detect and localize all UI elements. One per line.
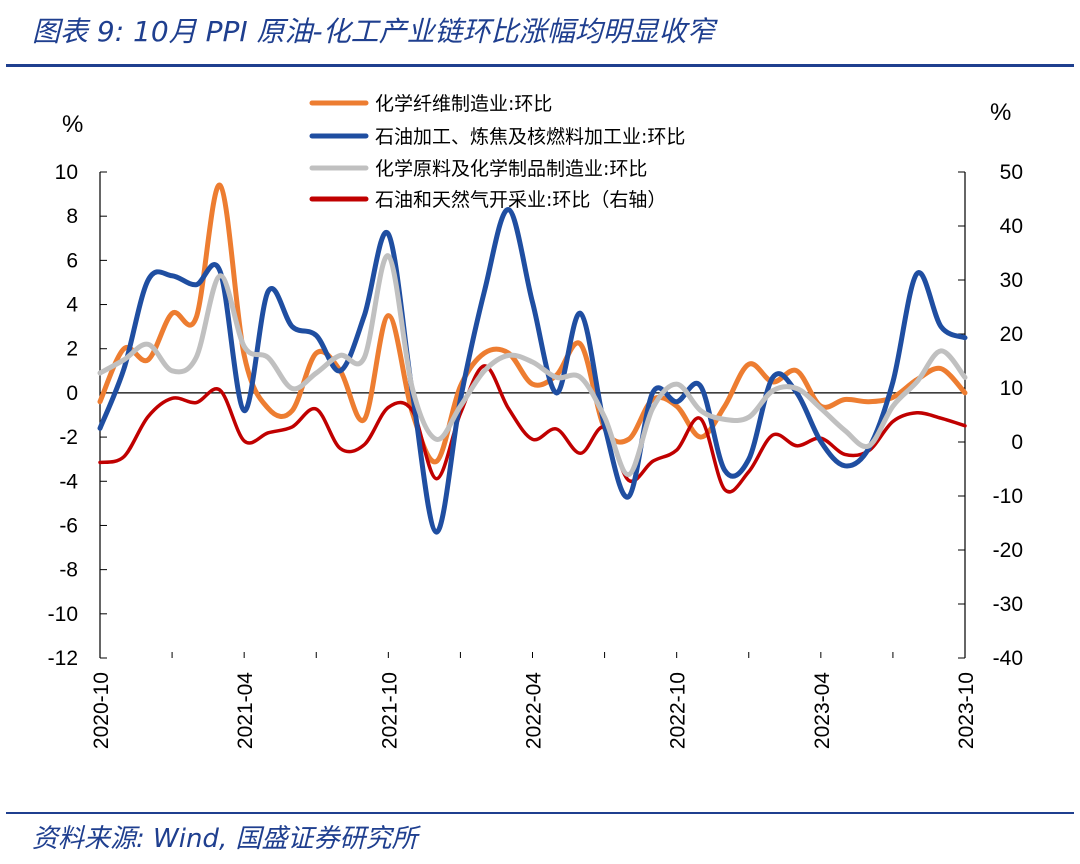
right-tick-label: 40 xyxy=(1000,215,1023,238)
right-axis-ticks: 50 40 30 20 10 0 -10 -20 -30 -40 xyxy=(958,161,1023,670)
right-tick-label: 50 xyxy=(1000,161,1023,184)
x-tick-label: 2022-10 xyxy=(667,672,690,749)
series-line-petroleum-processing xyxy=(97,207,968,535)
chart-title: 图表 9: 10月 PPI 原油-化工产业链环比涨幅均明显收窄 xyxy=(32,15,715,48)
left-axis-unit: % xyxy=(62,111,83,138)
x-tick-label: 2023-10 xyxy=(955,672,978,749)
right-tick-label: 10 xyxy=(1000,377,1023,400)
left-tick-label: 2 xyxy=(66,338,78,361)
legend-label: 化学原料及化学制品制造业:环比 xyxy=(375,158,647,180)
source-rule xyxy=(6,812,1074,814)
legend-label: 石油加工、炼焦及核燃料加工业:环比 xyxy=(375,126,685,148)
left-tick-label: -8 xyxy=(59,559,78,582)
right-tick-label: -10 xyxy=(993,485,1023,508)
left-tick-label: -12 xyxy=(48,647,78,670)
x-axis-ticks: 2020-10 2021-04 2021-10 2022-04 2022-10 2023-… xyxy=(90,652,978,749)
right-tick-label: 30 xyxy=(1000,269,1023,292)
x-tick-label: 2023-04 xyxy=(811,672,834,749)
right-tick-label: 20 xyxy=(1000,323,1023,346)
left-tick-label: -6 xyxy=(59,514,78,537)
legend-label: 石油和天然气开采业:环比（右轴） xyxy=(375,189,666,211)
left-tick-label: -4 xyxy=(59,470,78,493)
legend: 化学纤维制造业:环比石油加工、炼焦及核燃料加工业:环比化学原料及化学制品制造业:… xyxy=(309,93,685,211)
right-tick-label: -40 xyxy=(993,647,1023,670)
left-tick-label: 6 xyxy=(66,249,78,272)
title-rule xyxy=(6,64,1074,67)
source-note: 资料来源: Wind, 国盛证券研究所 xyxy=(32,824,418,854)
axes xyxy=(99,172,966,658)
x-tick-label: 2021-10 xyxy=(378,672,401,749)
right-tick-label: 0 xyxy=(1011,431,1023,454)
legend-label: 化学纤维制造业:环比 xyxy=(375,93,552,115)
x-tick-label: 2022-04 xyxy=(523,672,546,749)
right-tick-label: -20 xyxy=(993,539,1023,562)
right-axis-unit: % xyxy=(990,99,1011,126)
left-tick-label: -10 xyxy=(48,603,78,626)
right-tick-label: -30 xyxy=(993,593,1023,616)
x-tick-label: 2020-10 xyxy=(90,672,113,749)
left-tick-label: 4 xyxy=(66,294,78,317)
series-lines xyxy=(97,182,968,535)
left-tick-label: 10 xyxy=(55,161,78,184)
left-tick-label: -2 xyxy=(59,426,78,449)
left-tick-label: 8 xyxy=(66,205,78,228)
series-line-chemical-materials xyxy=(97,253,968,478)
left-axis-ticks: 10 8 6 4 2 0 -2 -4 -6 -8 -10 -12 xyxy=(48,161,107,670)
x-tick-label: 2021-04 xyxy=(234,672,257,749)
left-tick-label: 0 xyxy=(66,382,78,405)
